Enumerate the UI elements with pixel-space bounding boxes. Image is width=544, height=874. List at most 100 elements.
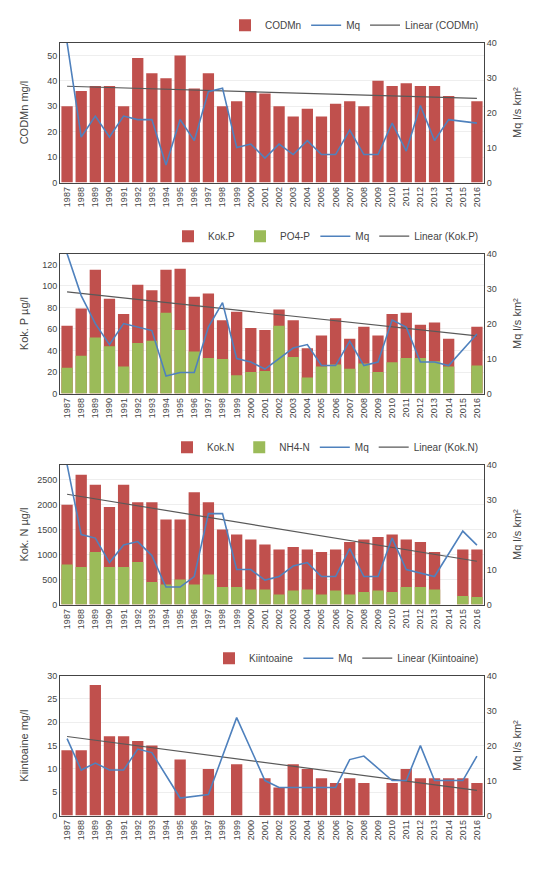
- svg-text:2013: 2013: [429, 820, 439, 840]
- svg-text:2004: 2004: [302, 609, 312, 629]
- svg-text:500: 500: [42, 575, 57, 585]
- svg-text:20: 20: [47, 127, 57, 137]
- svg-text:1999: 1999: [232, 187, 242, 207]
- svg-text:2000: 2000: [246, 609, 256, 629]
- svg-text:1988: 1988: [76, 187, 86, 207]
- svg-text:1987: 1987: [62, 609, 72, 629]
- svg-text:2005: 2005: [316, 398, 326, 418]
- svg-text:2004: 2004: [302, 820, 312, 840]
- svg-text:2007: 2007: [345, 187, 355, 207]
- svg-text:1989: 1989: [90, 398, 100, 418]
- svg-text:2001: 2001: [260, 398, 270, 418]
- svg-text:2001: 2001: [260, 187, 270, 207]
- svg-text:2005: 2005: [316, 187, 326, 207]
- svg-text:Mq l/s km²: Mq l/s km²: [512, 509, 524, 560]
- svg-text:2010: 2010: [387, 609, 397, 629]
- svg-text:2015: 2015: [458, 820, 468, 840]
- svg-text:2008: 2008: [359, 609, 369, 629]
- svg-text:40: 40: [487, 38, 497, 48]
- svg-text:2007: 2007: [345, 398, 355, 418]
- svg-text:2003: 2003: [288, 187, 298, 207]
- svg-text:2015: 2015: [458, 398, 468, 418]
- svg-text:2016: 2016: [472, 398, 482, 418]
- svg-text:1993: 1993: [147, 609, 157, 629]
- svg-text:2009: 2009: [373, 398, 383, 418]
- svg-text:Kok.N: Kok.N: [207, 442, 234, 453]
- svg-text:1995: 1995: [175, 398, 185, 418]
- svg-text:40: 40: [487, 460, 497, 470]
- svg-text:1991: 1991: [119, 187, 129, 207]
- svg-text:Kok.P: Kok.P: [208, 231, 235, 242]
- svg-text:20: 20: [487, 319, 497, 329]
- svg-text:1999: 1999: [232, 820, 242, 840]
- svg-text:40: 40: [487, 249, 497, 259]
- svg-text:1998: 1998: [217, 820, 227, 840]
- svg-text:2012: 2012: [415, 187, 425, 207]
- svg-text:1994: 1994: [161, 187, 171, 207]
- svg-text:15: 15: [47, 741, 57, 751]
- svg-text:0: 0: [487, 389, 492, 399]
- svg-text:10: 10: [487, 354, 497, 364]
- svg-text:1990: 1990: [104, 398, 114, 418]
- svg-text:2016: 2016: [472, 820, 482, 840]
- svg-text:2005: 2005: [316, 820, 326, 840]
- svg-text:1990: 1990: [104, 820, 114, 840]
- svg-text:1999: 1999: [232, 398, 242, 418]
- svg-text:2006: 2006: [331, 820, 341, 840]
- svg-text:2007: 2007: [345, 609, 355, 629]
- svg-text:30: 30: [487, 284, 497, 294]
- svg-text:0: 0: [52, 811, 57, 821]
- svg-text:40: 40: [487, 671, 497, 681]
- svg-text:2011: 2011: [401, 398, 411, 417]
- svg-text:1000: 1000: [37, 550, 57, 560]
- svg-text:0: 0: [52, 600, 57, 610]
- svg-text:60: 60: [47, 324, 57, 334]
- svg-text:1987: 1987: [62, 187, 72, 207]
- svg-text:80: 80: [47, 303, 57, 313]
- svg-text:2013: 2013: [429, 187, 439, 207]
- svg-text:1994: 1994: [161, 398, 171, 418]
- svg-text:0: 0: [487, 811, 492, 821]
- svg-text:0: 0: [487, 600, 492, 610]
- svg-text:1999: 1999: [232, 609, 242, 629]
- svg-text:20: 20: [487, 530, 497, 540]
- svg-text:1993: 1993: [147, 187, 157, 207]
- svg-text:10: 10: [47, 764, 57, 774]
- svg-text:2004: 2004: [302, 398, 312, 418]
- svg-text:1994: 1994: [161, 820, 171, 840]
- svg-text:2003: 2003: [288, 398, 298, 418]
- svg-text:2014: 2014: [444, 820, 454, 840]
- svg-text:2013: 2013: [429, 609, 439, 629]
- svg-text:30: 30: [487, 73, 497, 83]
- svg-text:2003: 2003: [288, 609, 298, 629]
- svg-text:2003: 2003: [288, 820, 298, 840]
- svg-text:0: 0: [487, 178, 492, 188]
- svg-text:2012: 2012: [415, 398, 425, 418]
- svg-text:2012: 2012: [415, 609, 425, 629]
- svg-text:2010: 2010: [387, 187, 397, 207]
- svg-text:2002: 2002: [274, 187, 284, 207]
- svg-text:2007: 2007: [345, 820, 355, 840]
- svg-text:40: 40: [47, 346, 57, 356]
- svg-text:2006: 2006: [331, 398, 341, 418]
- svg-text:Kiintoaine: Kiintoaine: [249, 653, 293, 664]
- svg-text:30: 30: [487, 495, 497, 505]
- svg-text:1998: 1998: [217, 187, 227, 207]
- svg-text:2009: 2009: [373, 187, 383, 207]
- svg-text:10: 10: [487, 143, 497, 153]
- svg-text:1991: 1991: [119, 398, 129, 418]
- svg-text:1990: 1990: [104, 187, 114, 207]
- svg-text:30: 30: [487, 706, 497, 716]
- svg-text:1997: 1997: [203, 820, 213, 840]
- svg-text:Kok. N µg/l: Kok. N µg/l: [18, 508, 30, 562]
- svg-text:2011: 2011: [401, 187, 411, 206]
- svg-text:1998: 1998: [217, 398, 227, 418]
- svg-text:30: 30: [47, 671, 57, 681]
- svg-text:1997: 1997: [203, 398, 213, 418]
- svg-text:Mq: Mq: [355, 442, 369, 453]
- svg-text:10: 10: [47, 152, 57, 162]
- svg-text:2014: 2014: [444, 398, 454, 418]
- svg-text:100: 100: [42, 281, 57, 291]
- svg-text:CODMn: CODMn: [265, 20, 301, 31]
- svg-text:2011: 2011: [401, 609, 411, 628]
